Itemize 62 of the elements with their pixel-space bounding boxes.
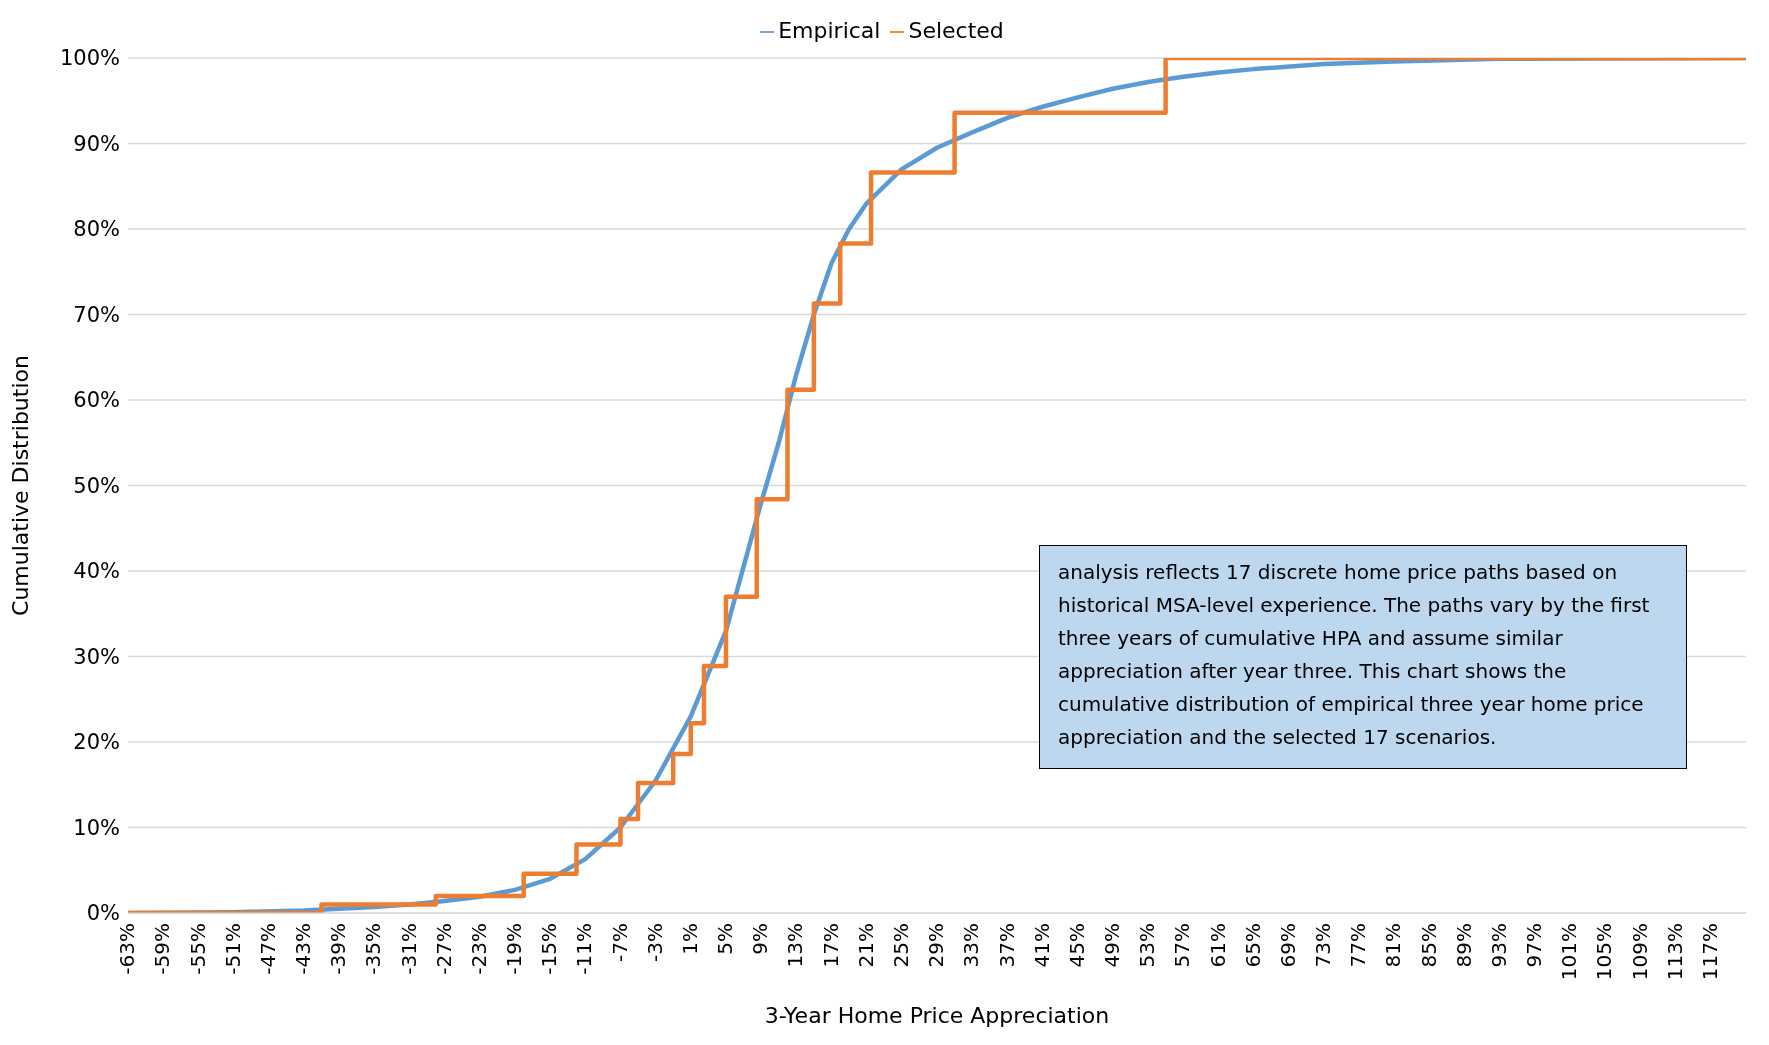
y-tick-label: 100% [59,46,120,71]
x-tick-label: 61% [1205,923,1230,968]
x-tick-label: -51% [220,923,245,975]
x-tick-label: 9% [748,923,773,955]
x-tick-label: 45% [1064,923,1089,968]
x-tick-label: 77% [1346,923,1371,968]
x-tick-label: 21% [853,923,878,968]
y-tick-label: 0% [86,901,120,926]
x-tick-label: 105% [1592,923,1617,981]
legend-label: Selected [908,18,1004,43]
x-tick-label: -47% [255,923,280,975]
x-tick-label: -43% [291,923,316,975]
x-tick-label: -63% [115,923,140,975]
x-tick-label: 101% [1557,923,1582,981]
x-tick-label: 13% [783,923,808,968]
x-tick-label: -23% [466,923,491,975]
x-tick-label: 81% [1381,923,1406,968]
x-tick-label: 17% [818,923,843,968]
x-tick-label: 5% [713,923,738,955]
x-tick-label: -11% [572,923,597,975]
legend-label: Empirical [778,18,881,43]
y-tick-label: 90% [73,131,120,156]
x-tick-label: 113% [1662,923,1687,981]
x-tick-label: 69% [1275,923,1300,968]
x-tick-label: -3% [642,923,667,962]
x-tick-label: 37% [994,923,1019,968]
x-tick-label: 49% [1100,923,1125,968]
y-tick-label: 60% [73,388,120,413]
x-tick-label: 57% [1170,923,1195,968]
x-tick-label: 117% [1698,923,1723,981]
y-tick-label: 40% [73,559,120,584]
x-tick-label: 65% [1240,923,1265,968]
x-tick-label: 29% [924,923,949,968]
x-tick-label: 33% [959,923,984,968]
y-tick-label: 50% [73,473,120,498]
x-tick-label: -15% [537,923,562,975]
x-tick-label: -59% [150,923,175,975]
x-tick-label: 89% [1451,923,1476,968]
x-tick-label: 73% [1311,923,1336,968]
x-axis-title: 3-Year Home Price Appreciation [764,1003,1110,1028]
x-tick-label: -55% [185,923,210,975]
x-tick-label: -39% [326,923,351,975]
x-tick-label: 93% [1486,923,1511,968]
x-tick-label: 1% [677,923,702,955]
y-tick-label: 20% [73,730,120,755]
y-tick-label: 10% [73,815,120,840]
x-tick-label: -19% [502,923,527,975]
x-tick-label: 41% [1029,923,1054,968]
x-tick-label: -31% [396,923,421,975]
y-axis-title: Cumulative Distribution [7,355,33,616]
y-tick-label: 30% [73,644,120,669]
x-tick-label: 109% [1627,923,1652,981]
x-tick-label: -35% [361,923,386,975]
y-tick-label: 70% [73,302,120,327]
x-tick-label: 85% [1416,923,1441,968]
x-tick-label: 97% [1522,923,1547,968]
annotation: analysis reflects 17 discrete home price paths based on historical MSA-level experience. The paths vary by the first three years of cumulative HPA and assume similar appreciation after year three. This chart shows the cumulative distribution of empirical three year home price appreciation and the selected 17 scenarios. [1039,545,1687,769]
x-tick-label: -27% [431,923,456,975]
x-tick-label: 25% [889,923,914,968]
x-tick-label: 53% [1135,923,1160,968]
y-tick-label: 80% [73,217,120,242]
x-tick-label: -7% [607,923,632,962]
